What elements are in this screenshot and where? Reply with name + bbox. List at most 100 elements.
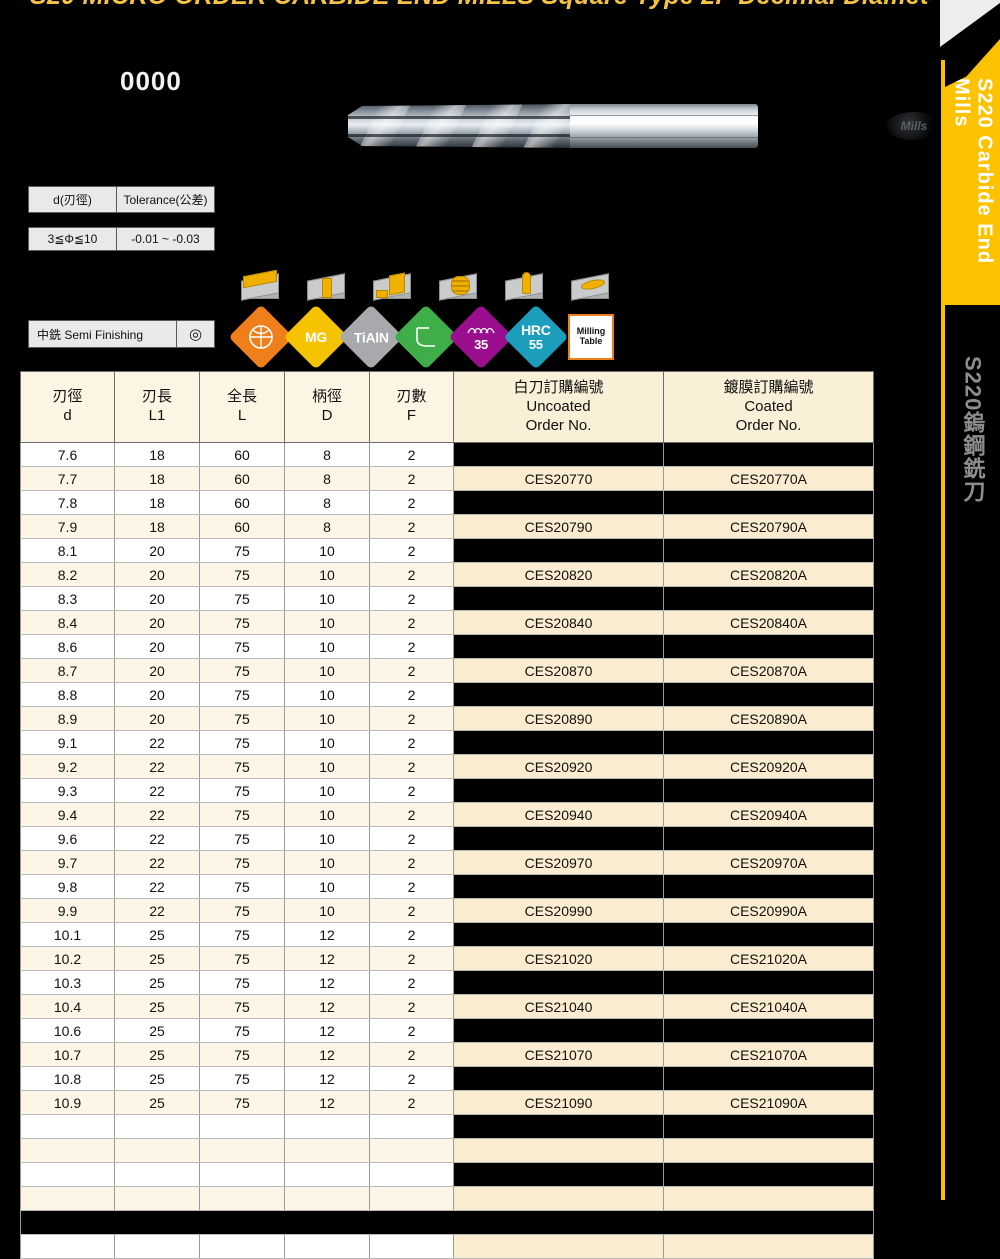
cell-cutting-diameter: 8.9 — [20, 706, 115, 732]
cell-coated-order-no[interactable]: CES21040A — [663, 994, 874, 1020]
helix-badge-label: 35 — [466, 323, 496, 352]
cell-coated-order-no[interactable]: CES20920A — [663, 754, 874, 780]
cell-uncoated-order-no[interactable]: CES20890 — [453, 706, 664, 732]
table-gap-cell — [20, 1210, 874, 1236]
semi-finishing-label: 中銑 Semi Finishing — [28, 320, 177, 348]
table-row: 3≦Φ≦10 -0.01 ~ -0.03 — [28, 227, 215, 251]
cell-overall-length: 75 — [199, 658, 285, 684]
cell-coated-order-no[interactable]: CES20990A — [663, 898, 874, 924]
cell-uncoated-order-no[interactable]: CES21090 — [453, 1090, 664, 1116]
cell-flute-length: 25 — [114, 1042, 200, 1068]
cell-shank-diameter — [284, 1186, 370, 1212]
cell-uncoated-order-no[interactable]: CES20770 — [453, 466, 664, 492]
cell-uncoated-order-no[interactable]: CES20970 — [453, 850, 664, 876]
cell-flute-length: 20 — [114, 610, 200, 636]
cell-coated-order-no[interactable]: CES20890A — [663, 706, 874, 732]
cell-cutting-diameter — [20, 1162, 115, 1188]
cell-uncoated-order-no[interactable]: CES21070 — [453, 1042, 664, 1068]
cell-coated-order-no[interactable]: CES20840A — [663, 610, 874, 636]
helix-flute-icon — [467, 327, 495, 334]
cell-uncoated-order-no[interactable]: CES20870 — [453, 658, 664, 684]
tolerance-header-tolerance: Tolerance(公差) — [116, 186, 215, 213]
capability-badge-row: MG TiAlN 35 HRC 55 Milling Table — [228, 304, 614, 370]
col-header-flute-length: 刃長 L1 — [114, 370, 200, 444]
cell-coated-order-no — [663, 1066, 874, 1092]
cell-shank-diameter — [284, 1162, 370, 1188]
sidebar-tab-wugang-milling-cutter[interactable]: S220鎢鋼銑刀 — [943, 315, 1000, 545]
pocketing-icon — [436, 264, 483, 306]
cell-overall-length: 60 — [199, 514, 285, 540]
cell-cutting-diameter: 10.2 — [20, 946, 115, 972]
cell-cutting-diameter: 9.3 — [20, 778, 115, 804]
cell-flute-count: 2 — [369, 922, 454, 948]
cell-coated-order-no[interactable]: CES21020A — [663, 946, 874, 972]
cell-coated-order-no[interactable]: CES20820A — [663, 562, 874, 588]
cell-uncoated-order-no — [453, 442, 664, 468]
cell-uncoated-order-no[interactable]: CES20990 — [453, 898, 664, 924]
cell-uncoated-order-no[interactable]: CES21020 — [453, 946, 664, 972]
cell-flute-length: 18 — [114, 514, 200, 540]
cell-overall-length: 75 — [199, 730, 285, 756]
tolerance-range-value: -0.01 ~ -0.03 — [116, 227, 215, 251]
table-row: 8.7 20 75 10 2 CES20870 CES20870A — [20, 658, 874, 684]
cell-uncoated-order-no[interactable]: CES20920 — [453, 754, 664, 780]
cell-uncoated-order-no — [453, 1162, 664, 1188]
cell-flute-count — [369, 1114, 454, 1140]
cell-cutting-diameter: 8.4 — [20, 610, 115, 636]
cell-uncoated-order-no[interactable]: CES20820 — [453, 562, 664, 588]
specification-table-body: 7.6 18 60 8 2 7.7 18 60 8 2 CES20770 CES20770A 7.8 18… — [20, 442, 874, 1259]
cell-flute-length: 22 — [114, 826, 200, 852]
cell-coated-order-no[interactable]: CES20770A — [663, 466, 874, 492]
cell-coated-order-no[interactable]: CES20790A — [663, 514, 874, 540]
sidebar-tab-carbide-end-mills[interactable]: S220 Carbide End Mills — [943, 60, 1000, 305]
cell-uncoated-order-no[interactable]: CES21040 — [453, 994, 664, 1020]
cell-overall-length: 75 — [199, 1042, 285, 1068]
cell-uncoated-order-no[interactable]: CES20940 — [453, 802, 664, 828]
table-row: 9.2 22 75 10 2 CES20920 CES20920A — [20, 754, 874, 780]
cell-uncoated-order-no — [453, 634, 664, 660]
cell-uncoated-order-no[interactable]: CES20840 — [453, 610, 664, 636]
cell-coated-order-no[interactable]: CES21070A — [663, 1042, 874, 1068]
cell-coated-order-no[interactable]: CES21090A — [663, 1090, 874, 1116]
cell-flute-length: 25 — [114, 1018, 200, 1044]
cell-shank-diameter: 12 — [284, 1042, 370, 1068]
cell-uncoated-order-no — [453, 1138, 664, 1164]
cell-flute-length: 18 — [114, 490, 200, 516]
cell-cutting-diameter: 9.2 — [20, 754, 115, 780]
cell-flute-length: 22 — [114, 754, 200, 780]
cell-flute-count: 2 — [369, 874, 454, 900]
col-header-shank-diameter: 柄徑 D — [284, 370, 370, 444]
cell-cutting-diameter: 7.6 — [20, 442, 115, 468]
cell-cutting-diameter: 8.7 — [20, 658, 115, 684]
milling-table-badge[interactable]: Milling Table — [568, 314, 614, 360]
mg-material-badge: MG — [283, 304, 349, 370]
helix-angle-value: 35 — [474, 337, 488, 352]
table-row: 中銑 Semi Finishing ◎ — [28, 320, 215, 348]
table-row: 10.6 25 75 12 2 — [20, 1018, 874, 1044]
page-title-bar: S20 MICRO ORDER CARBIDE END MILLS Square… — [0, 0, 930, 12]
cell-coated-order-no — [663, 586, 874, 612]
cell-coated-order-no[interactable]: CES20970A — [663, 850, 874, 876]
cell-flute-length: 18 — [114, 466, 200, 492]
cell-coated-order-no[interactable]: CES20870A — [663, 658, 874, 684]
cell-uncoated-order-no[interactable]: CES20790 — [453, 514, 664, 540]
cell-uncoated-order-no — [453, 730, 664, 756]
cell-uncoated-order-no — [453, 586, 664, 612]
cell-flute-count: 2 — [369, 466, 454, 492]
cell-flute-count — [369, 1138, 454, 1164]
cell-flute-count: 2 — [369, 754, 454, 780]
cell-coated-order-no[interactable]: CES20940A — [663, 802, 874, 828]
table-row — [20, 1138, 874, 1164]
cell-shank-diameter: 10 — [284, 898, 370, 924]
cell-overall-length — [199, 1138, 285, 1164]
cell-flute-count: 2 — [369, 562, 454, 588]
cell-coated-order-no — [663, 970, 874, 996]
cell-flute-length: 20 — [114, 634, 200, 660]
cell-flute-count: 2 — [369, 802, 454, 828]
cell-uncoated-order-no — [453, 490, 664, 516]
hrc-text: HRC — [521, 322, 551, 338]
cell-overall-length: 75 — [199, 634, 285, 660]
cell-flute-count: 2 — [369, 850, 454, 876]
cell-flute-count: 2 — [369, 658, 454, 684]
cell-shank-diameter: 10 — [284, 874, 370, 900]
